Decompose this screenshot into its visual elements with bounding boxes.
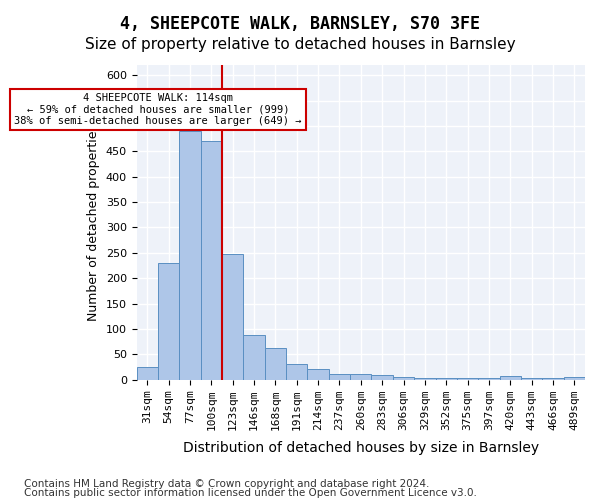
Bar <box>478 378 500 380</box>
Bar <box>307 368 329 380</box>
Text: Contains HM Land Registry data © Crown copyright and database right 2024.: Contains HM Land Registry data © Crown c… <box>24 479 430 489</box>
Bar <box>179 131 200 380</box>
Text: 4 SHEEPCOTE WALK: 114sqm
← 59% of detached houses are smaller (999)
38% of semi-: 4 SHEEPCOTE WALK: 114sqm ← 59% of detach… <box>14 93 302 126</box>
Bar <box>521 378 542 380</box>
X-axis label: Distribution of detached houses by size in Barnsley: Distribution of detached houses by size … <box>183 441 539 455</box>
Bar <box>350 374 371 380</box>
Text: Contains public sector information licensed under the Open Government Licence v3: Contains public sector information licen… <box>24 488 477 498</box>
Bar <box>500 376 521 380</box>
Bar <box>414 378 436 380</box>
Bar <box>542 378 563 380</box>
Bar <box>436 378 457 380</box>
Bar <box>200 141 222 380</box>
Bar <box>563 377 585 380</box>
Bar <box>137 367 158 380</box>
Bar <box>158 263 179 380</box>
Bar <box>222 254 244 380</box>
Bar <box>393 377 414 380</box>
Text: Size of property relative to detached houses in Barnsley: Size of property relative to detached ho… <box>85 38 515 52</box>
Text: 4, SHEEPCOTE WALK, BARNSLEY, S70 3FE: 4, SHEEPCOTE WALK, BARNSLEY, S70 3FE <box>120 15 480 33</box>
Bar <box>457 378 478 380</box>
Bar <box>286 364 307 380</box>
Bar <box>329 374 350 380</box>
Bar <box>371 374 393 380</box>
Bar <box>265 348 286 380</box>
Bar <box>244 335 265 380</box>
Y-axis label: Number of detached properties: Number of detached properties <box>87 124 100 321</box>
